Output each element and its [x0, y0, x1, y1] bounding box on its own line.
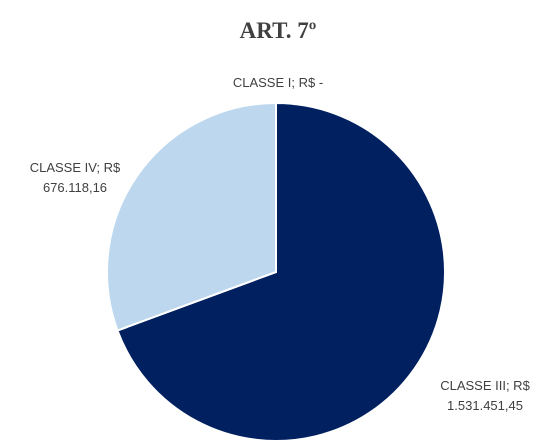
slice-label: CLASSE III; R$ 1.531.451,45 — [440, 378, 530, 413]
slice-label: CLASSE IV; R$ 676.118,16 — [29, 160, 121, 195]
slice-label: CLASSE I; R$ - — [232, 75, 324, 90]
chart-title: ART. 7º — [240, 18, 317, 43]
pie-slice — [106, 101, 277, 332]
pie-slice — [116, 101, 446, 441]
